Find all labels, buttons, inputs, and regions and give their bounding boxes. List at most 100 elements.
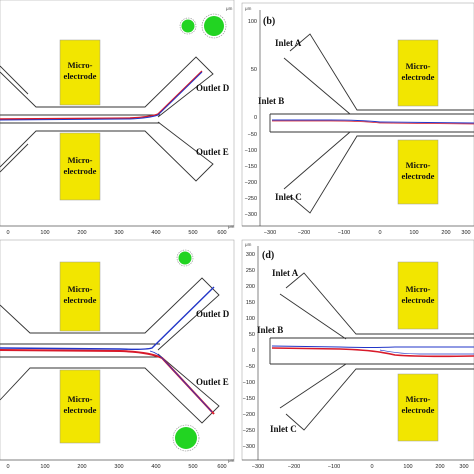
panel-b-y-tick: 50 <box>251 67 257 73</box>
panel-a-x-tick: 600 <box>217 230 226 236</box>
panel-b-y-tick: −200 <box>245 180 257 186</box>
panel-d-label: (d) <box>262 250 274 261</box>
panel-d-trace-blue <box>271 345 474 348</box>
panel-d-channel <box>269 272 474 431</box>
panel-b-trace-blue <box>272 119 474 124</box>
panel-b-electrode-top-line1: Micro- <box>406 61 431 71</box>
panel-a-outlet-e-label: Outlet E <box>196 147 229 157</box>
panel-a-electrode-top-line2: electrode <box>64 71 97 81</box>
panel-a-channel <box>0 56 214 182</box>
panel-c-electrode-bottom <box>59 369 101 444</box>
panel-d-y-tick: 150 <box>246 300 255 306</box>
panel-c-electrode-top-line1: Micro- <box>68 284 93 294</box>
panel-b-trace-red <box>272 120 474 125</box>
panel-c-trace-red <box>0 349 215 415</box>
panel-d: (d) μm 300 250 200 150 100 50 0 −50 −100… <box>241 239 474 470</box>
panel-b-x-tick: 100 <box>409 230 418 236</box>
panel-d-y-tick: −300 <box>243 444 255 450</box>
panel-b-x-tick: −200 <box>298 230 310 236</box>
panel-c-particle-large-halo <box>172 424 200 452</box>
panel-d-y-tick: −150 <box>243 396 255 402</box>
panel-b-electrode-bottom <box>397 139 439 205</box>
panel-a-frame <box>0 0 235 227</box>
panel-c-electrode-bottom-line1: Micro- <box>68 394 93 404</box>
panel-b-y-tick: −250 <box>245 196 257 202</box>
panel-a-x-tick: 400 <box>151 230 160 236</box>
panel-a: Micro- electrode Micro- electrode Outlet… <box>0 0 235 236</box>
panel-a-x-tick: 200 <box>77 230 86 236</box>
panel-b-y-unit: μm <box>245 6 252 11</box>
panel-a-x-tick: 0 <box>6 230 9 236</box>
panel-c-x-tick: 500 <box>188 464 197 470</box>
panel-c-channel <box>0 277 220 424</box>
panel-c-particle-small <box>178 251 192 265</box>
panel-c-electrode-top <box>59 261 101 332</box>
panel-d-y-tick: 0 <box>252 348 255 354</box>
panel-b-inlet-c-label: Inlet C <box>275 192 302 202</box>
panel-a-electrode-bottom <box>59 132 101 201</box>
panel-c: Micro- electrode Micro- electrode Outlet… <box>0 239 235 470</box>
panel-b-x-tick: 200 <box>441 230 450 236</box>
panel-c-trace-blue-lower <box>149 350 213 413</box>
panel-a-electrode-bottom-line2: electrode <box>64 166 97 176</box>
panel-a-outlet-d-label: Outlet D <box>196 83 230 93</box>
panel-a-particle-small-halo <box>179 17 197 35</box>
panel-c-electrode-bottom-line2: electrode <box>64 405 97 415</box>
panel-c-particle-small-halo <box>176 249 194 267</box>
panel-b-x-tick: 0 <box>378 230 381 236</box>
panel-b-electrode-top-line2: electrode <box>402 72 435 82</box>
panel-c-x-tick: 100 <box>40 464 49 470</box>
panel-a-trace-blue <box>0 71 203 121</box>
panel-a-trace-red <box>0 70 203 120</box>
panel-d-trace-blue-lower <box>379 349 474 355</box>
panel-a-x-unit: μm <box>228 224 235 229</box>
panel-b-electrode-top <box>397 39 439 107</box>
panel-d-y-tick: −100 <box>243 380 255 386</box>
panel-c-x-tick: 600 <box>217 464 226 470</box>
panel-b-inlet-a-label: Inlet A <box>275 38 302 48</box>
panel-d-electrode-top-line1: Micro- <box>406 284 431 294</box>
panel-d-y-tick: −200 <box>243 412 255 418</box>
panel-b-y-tick: 100 <box>248 19 257 25</box>
panel-a-particle-large <box>204 16 224 36</box>
panel-c-x-tick: 400 <box>151 464 160 470</box>
panel-c-outlet-d-label: Outlet D <box>196 309 230 319</box>
panel-d-y-tick: 200 <box>246 284 255 290</box>
panel-c-x-unit: μm <box>228 458 235 463</box>
panel-d-electrode-top-line2: electrode <box>402 295 435 305</box>
panel-d-y-unit: μm <box>245 242 252 247</box>
panel-d-electrode-top <box>397 261 439 330</box>
panel-b-y-tick: −100 <box>245 148 257 154</box>
panel-d-y-tick: 250 <box>246 268 255 274</box>
panel-c-electrode-top-line2: electrode <box>64 295 97 305</box>
panel-b-electrode-bottom-line1: Micro- <box>406 160 431 170</box>
panel-b-x-tick: 300 <box>461 230 470 236</box>
panel-d-electrode-bottom-line1: Micro- <box>406 394 431 404</box>
panel-c-particle-large <box>175 427 197 449</box>
panel-b-x-tick: −100 <box>338 230 350 236</box>
panel-b-y-tick: −150 <box>245 164 257 170</box>
panel-d-y-tick: 50 <box>249 332 255 338</box>
panel-c-outlet-e-label: Outlet E <box>196 377 229 387</box>
panel-b-y-tick: −300 <box>245 212 257 218</box>
panel-c-x-tick: 300 <box>114 464 123 470</box>
panel-d-y-axis: 300 250 200 150 100 50 0 −50 −100 −150 −… <box>243 246 259 460</box>
panel-d-x-tick: −200 <box>288 464 300 470</box>
panel-d-x-tick: −300 <box>252 464 264 470</box>
panel-d-x-tick: 100 <box>403 464 412 470</box>
panel-b-y-tick: −50 <box>248 132 257 138</box>
panel-a-x-tick: 300 <box>114 230 123 236</box>
panel-a-electrode-top-line1: Micro- <box>68 60 93 70</box>
panel-a-particle-large-halo <box>201 13 227 39</box>
panel-d-x-tick: 300 <box>459 464 468 470</box>
panel-b-y-tick: 0 <box>254 115 257 121</box>
panel-b-inlet-b-label: Inlet B <box>258 96 284 106</box>
panel-a-x-tick: 100 <box>40 230 49 236</box>
panel-d-x-tick: 200 <box>435 464 444 470</box>
panel-d-y-tick: −50 <box>246 364 255 370</box>
panel-a-electrode-top <box>59 39 101 106</box>
panel-d-y-tick: −250 <box>243 428 255 434</box>
panel-d-y-tick: 300 <box>246 252 255 258</box>
panel-d-electrode-bottom-line2: electrode <box>402 405 435 415</box>
